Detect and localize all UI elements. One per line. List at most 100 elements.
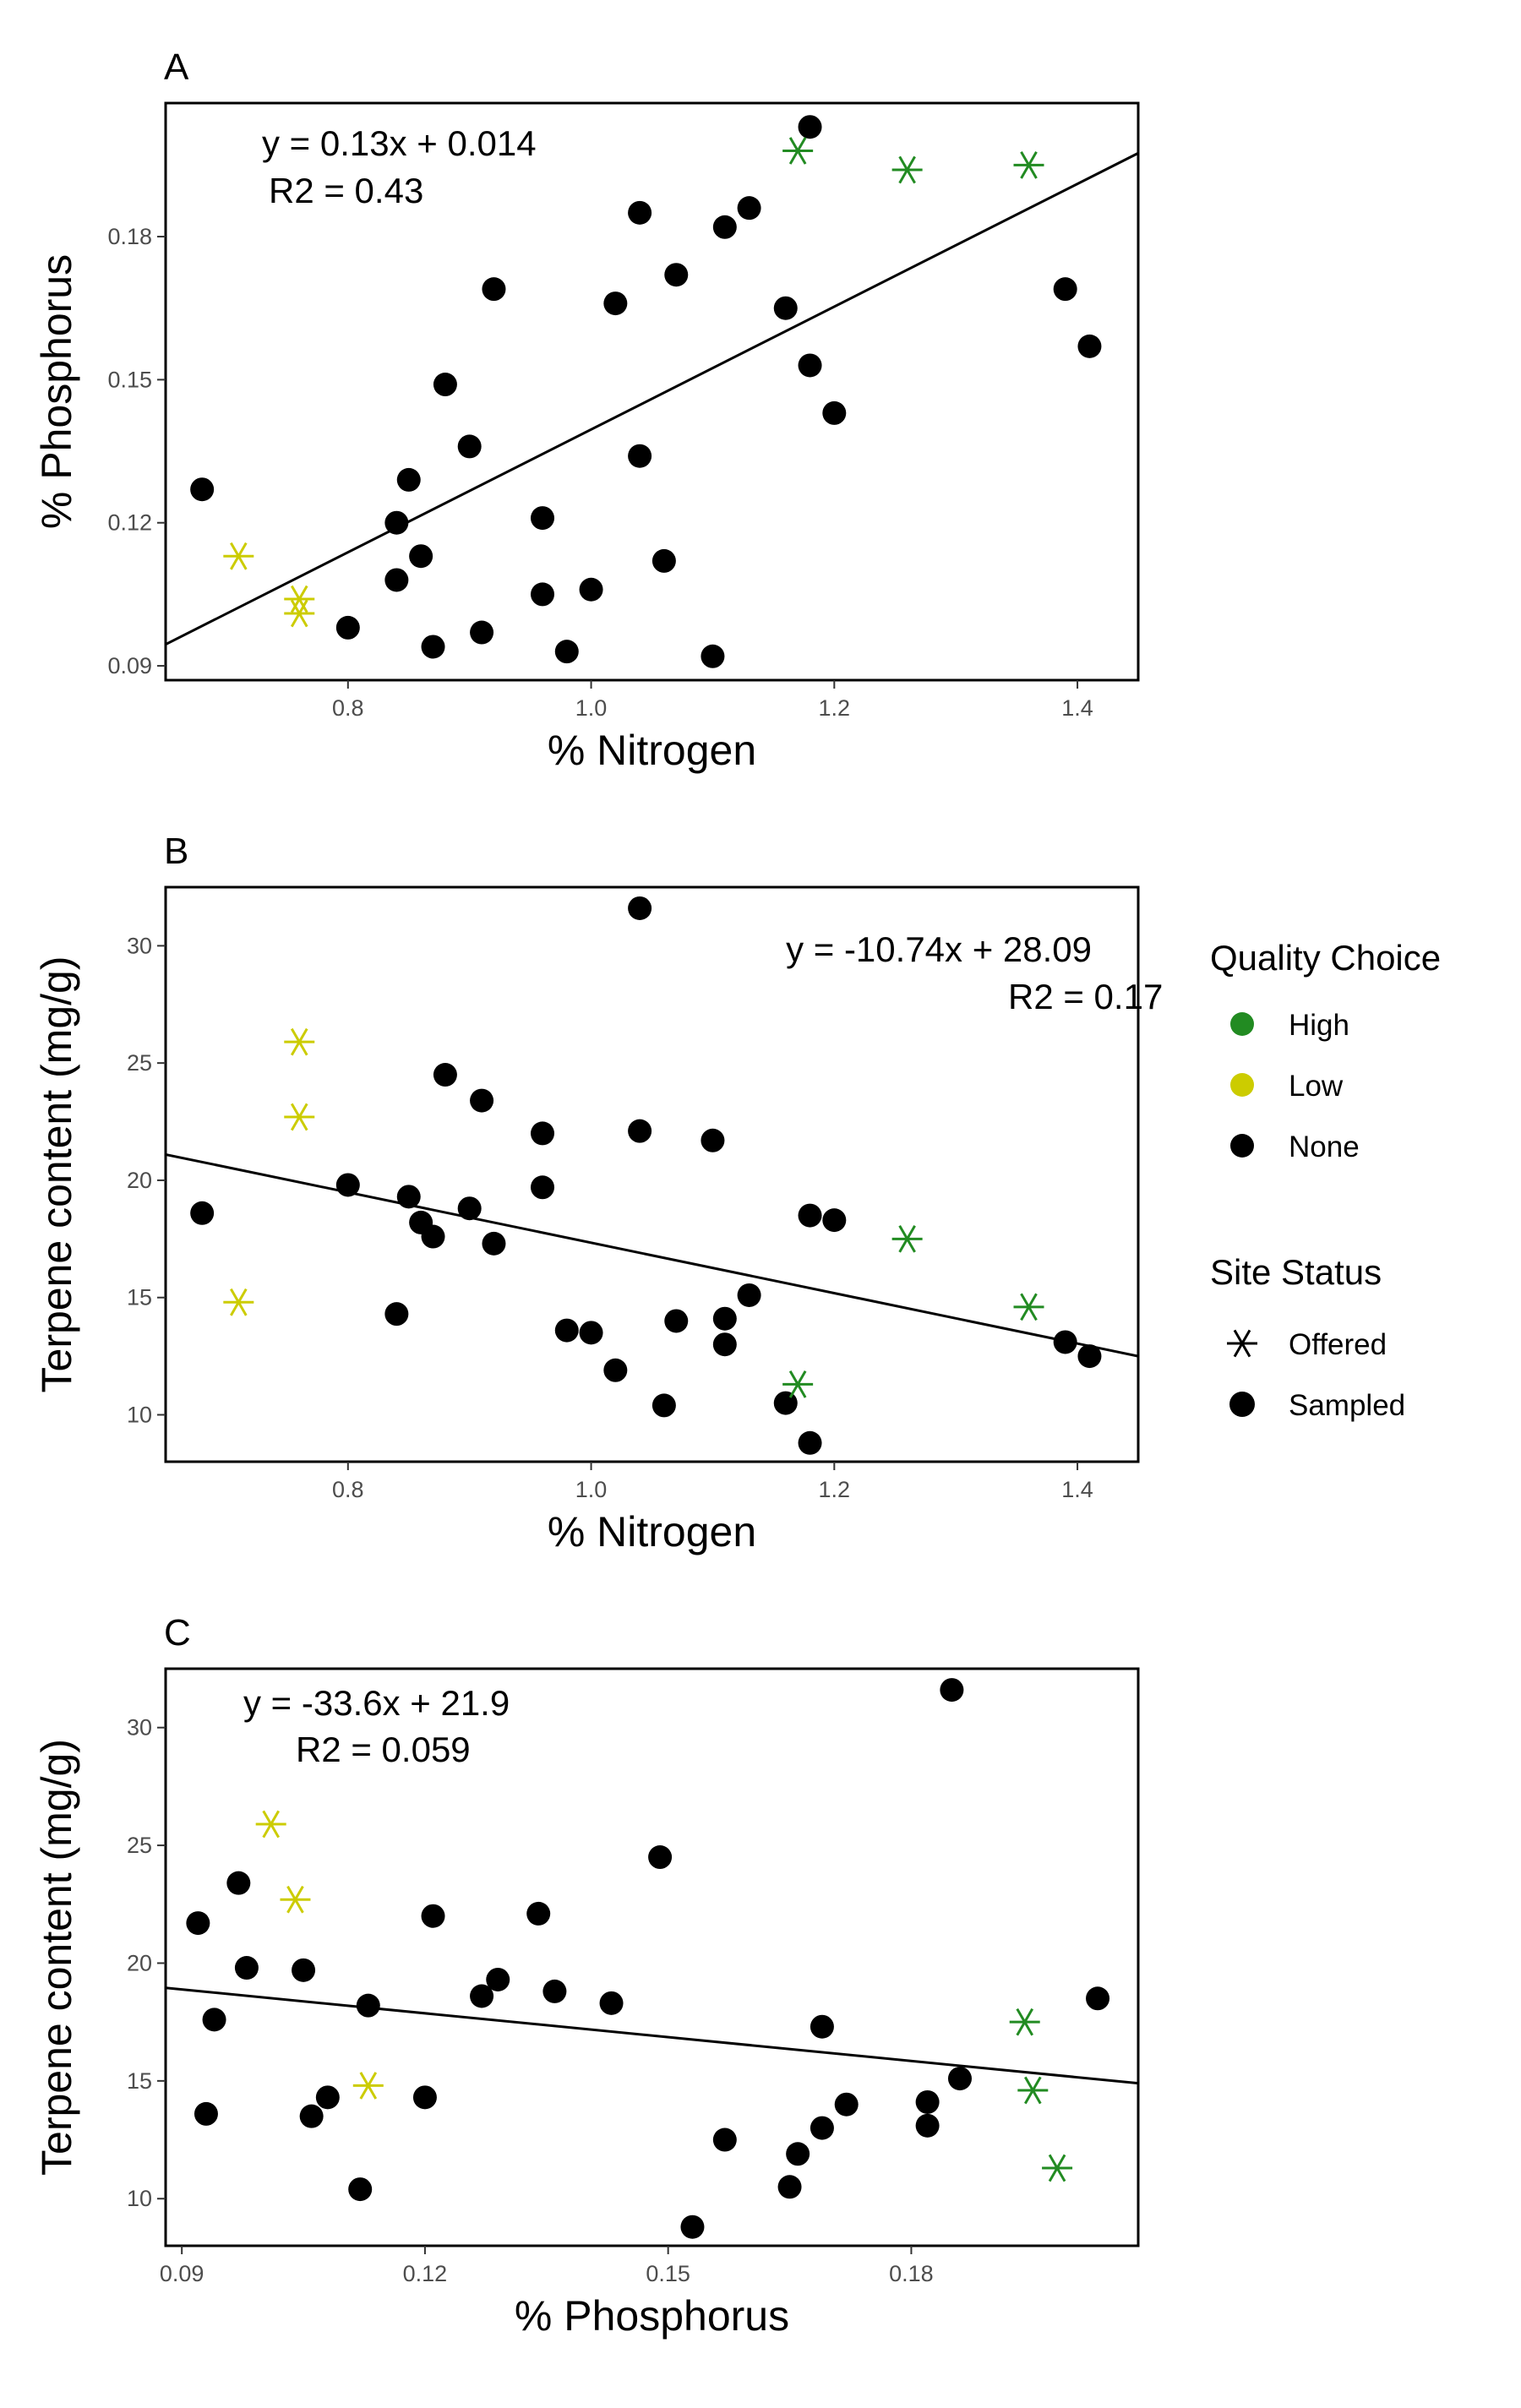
data-point-sampled	[940, 1678, 964, 1702]
legend-item-sampled: Sampled	[1229, 1389, 1405, 1422]
data-point-offered	[1013, 1293, 1044, 1321]
data-point-sampled	[531, 582, 555, 607]
data-point-sampled	[1077, 334, 1102, 358]
regression-equation: y = -33.6x + 21.9	[243, 1683, 510, 1723]
data-point-sampled	[526, 1901, 551, 1926]
regression-equation: y = -10.74x + 28.09	[786, 929, 1092, 969]
regression-equation: y = 0.13x + 0.014	[262, 123, 537, 163]
data-point-sampled	[915, 2089, 940, 2114]
x-axis-title: % Phosphorus	[515, 2292, 789, 2340]
legend-quality-title: Quality Choice	[1210, 938, 1441, 978]
data-point-sampled	[915, 2113, 940, 2138]
x-tick-label: 1.4	[1061, 1477, 1093, 1502]
data-point-sampled	[712, 2127, 737, 2152]
data-point-sampled	[482, 1231, 506, 1256]
data-point-sampled	[648, 1845, 673, 1870]
x-tick-label: 0.18	[889, 2261, 934, 2286]
y-tick-label: 25	[127, 1833, 152, 1858]
data-point-sampled	[190, 477, 215, 502]
data-point-sampled	[822, 400, 847, 425]
data-point-sampled	[457, 434, 482, 459]
data-point-sampled	[737, 1283, 761, 1307]
data-point-sampled	[712, 1332, 737, 1357]
data-point-offered	[1042, 2154, 1073, 2182]
data-point-sampled	[651, 548, 676, 573]
r-squared-label: R2 = 0.43	[269, 171, 423, 210]
data-point-sampled	[798, 353, 822, 378]
data-point-sampled	[421, 1224, 445, 1249]
data-point-offered	[1013, 151, 1044, 179]
panel-letter: C	[164, 1612, 191, 1653]
data-point-sampled	[348, 2177, 373, 2202]
data-point-sampled	[810, 2116, 834, 2140]
data-point-sampled	[628, 896, 652, 920]
data-point-sampled	[335, 615, 360, 640]
data-point-sampled	[531, 1175, 555, 1200]
legend-label-sampled: Sampled	[1289, 1389, 1405, 1422]
data-point-sampled	[777, 2175, 802, 2199]
data-point-sampled	[396, 467, 421, 492]
legend-label-high: High	[1289, 1009, 1349, 1042]
data-point-offered	[255, 1810, 286, 1839]
data-point-sampled	[651, 1393, 676, 1418]
data-point-sampled	[628, 1119, 652, 1143]
x-tick-label: 0.12	[403, 2261, 448, 2286]
x-tick-label: 1.2	[819, 1477, 851, 1502]
data-point-offered	[782, 137, 814, 165]
legend-label-low: Low	[1289, 1070, 1344, 1103]
data-point-sampled	[712, 215, 737, 239]
x-axis-title: % Nitrogen	[548, 1508, 756, 1555]
data-point-sampled	[798, 1430, 822, 1455]
data-point-sampled	[531, 506, 555, 531]
data-point-offered	[891, 155, 923, 184]
data-point-sampled	[396, 1185, 421, 1209]
regression-line	[166, 151, 1138, 646]
r-squared-label: R2 = 0.059	[296, 1730, 471, 1769]
data-point-sampled	[603, 291, 628, 316]
data-point-offered	[891, 1224, 923, 1253]
plot-frame	[164, 885, 1140, 1463]
data-point-sampled	[554, 1318, 579, 1343]
legend-item-none: None	[1230, 1130, 1360, 1163]
data-point-sampled	[701, 644, 725, 668]
regression-line	[166, 1152, 1138, 1358]
data-point-sampled	[433, 373, 457, 397]
data-point-sampled	[628, 200, 652, 225]
data-point-sampled	[234, 1956, 259, 1980]
y-tick-label: 20	[127, 1168, 152, 1193]
data-point-sampled	[190, 1201, 215, 1225]
data-point-sampled	[433, 1063, 457, 1087]
data-point-sampled	[412, 2085, 437, 2110]
panel-letter: B	[164, 831, 188, 872]
data-point-offered	[284, 585, 315, 613]
data-point-sampled	[664, 1309, 689, 1333]
data-point-offered	[1017, 2076, 1049, 2105]
panel-c: C 0.09 0.12 0.15 0.18 10 15 20 25 30 % Phosphorus T…	[33, 1612, 1140, 2340]
y-axis-title: Terpene content (mg/g)	[33, 1739, 80, 2176]
data-point-sampled	[773, 296, 798, 320]
x-axis-title: % Nitrogen	[548, 727, 756, 774]
data-point-sampled	[186, 1911, 210, 1936]
legend-key-high	[1230, 1012, 1254, 1036]
data-point-offered	[284, 1103, 315, 1131]
legend-key-none	[1230, 1134, 1254, 1158]
data-point-sampled	[421, 1904, 445, 1928]
data-point-sampled	[542, 1979, 567, 2003]
data-point-sampled	[299, 2104, 324, 2128]
y-tick-label: 0.12	[107, 510, 152, 536]
legend-key-sampled	[1229, 1392, 1255, 1417]
data-point-sampled	[603, 1358, 628, 1382]
data-point-sampled	[554, 640, 579, 664]
data-point-offered	[352, 2072, 384, 2100]
panel-a: A 0.8 1.0 1.2 1.4 0.09 0.12 0.15 0.18 % Nitrogen%…	[33, 46, 1140, 774]
data-point-sampled	[384, 568, 409, 592]
legend-item-high: High	[1230, 1009, 1349, 1042]
legend-item-offered: Offered	[1227, 1328, 1387, 1361]
y-tick-label: 0.15	[107, 367, 152, 392]
data-point-offered	[280, 1885, 311, 1914]
y-tick-label: 15	[127, 2068, 152, 2094]
data-point-sampled	[664, 263, 689, 287]
panel-letter: A	[164, 46, 189, 88]
data-point-offered	[1009, 2008, 1040, 2036]
